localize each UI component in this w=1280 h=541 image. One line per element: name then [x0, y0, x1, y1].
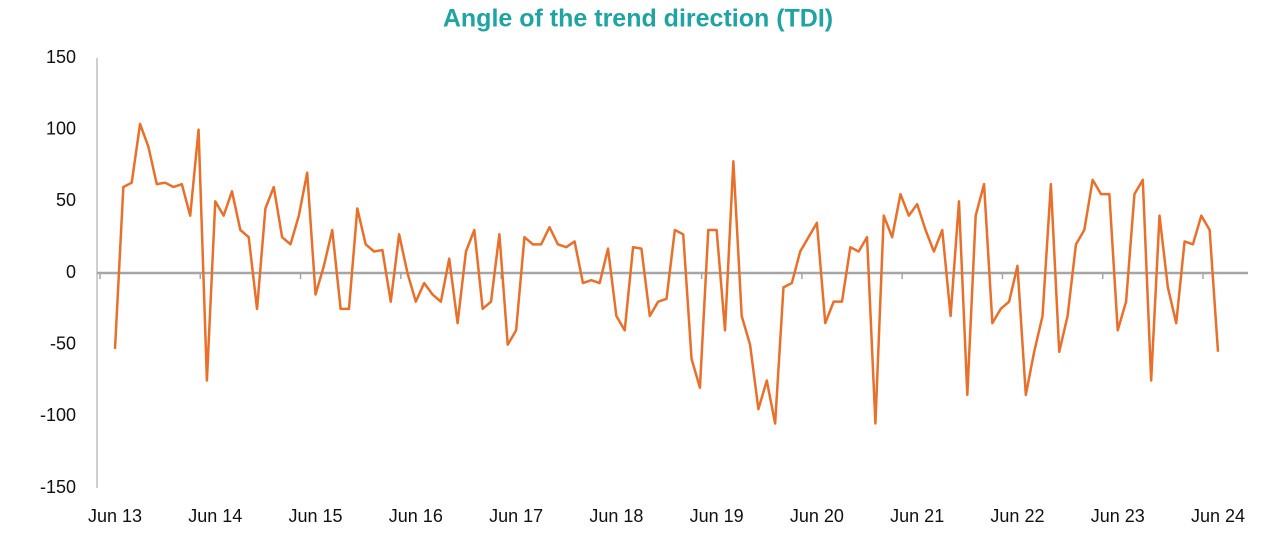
x-tick-label: Jun 20 [790, 506, 844, 526]
line-series [113, 122, 1220, 425]
y-tick-label: 50 [56, 190, 76, 210]
x-tick-label: Jun 14 [188, 506, 242, 526]
y-tick-label: 150 [46, 47, 76, 67]
y-tick-label: -150 [40, 477, 76, 497]
x-tick-label: Jun 23 [1091, 506, 1145, 526]
y-tick-label: -100 [40, 405, 76, 425]
x-tick-label: Jun 22 [990, 506, 1044, 526]
x-tick-label: Jun 15 [289, 506, 343, 526]
x-tick-label: Jun 18 [589, 506, 643, 526]
chart-title: Angle of the trend direction (TDI) [443, 5, 833, 33]
x-tick-label: Jun 16 [389, 506, 443, 526]
x-tick-label: Jun 24 [1191, 506, 1245, 526]
x-tick-label: Jun 17 [489, 506, 543, 526]
y-tick-label: -50 [50, 333, 76, 353]
x-tick-label: Jun 21 [890, 506, 944, 526]
x-tick-label: Jun 19 [690, 506, 744, 526]
x-tick-label: Jun 13 [88, 506, 142, 526]
y-tick-label: 100 [46, 118, 76, 138]
y-tick-label: 0 [66, 262, 76, 282]
